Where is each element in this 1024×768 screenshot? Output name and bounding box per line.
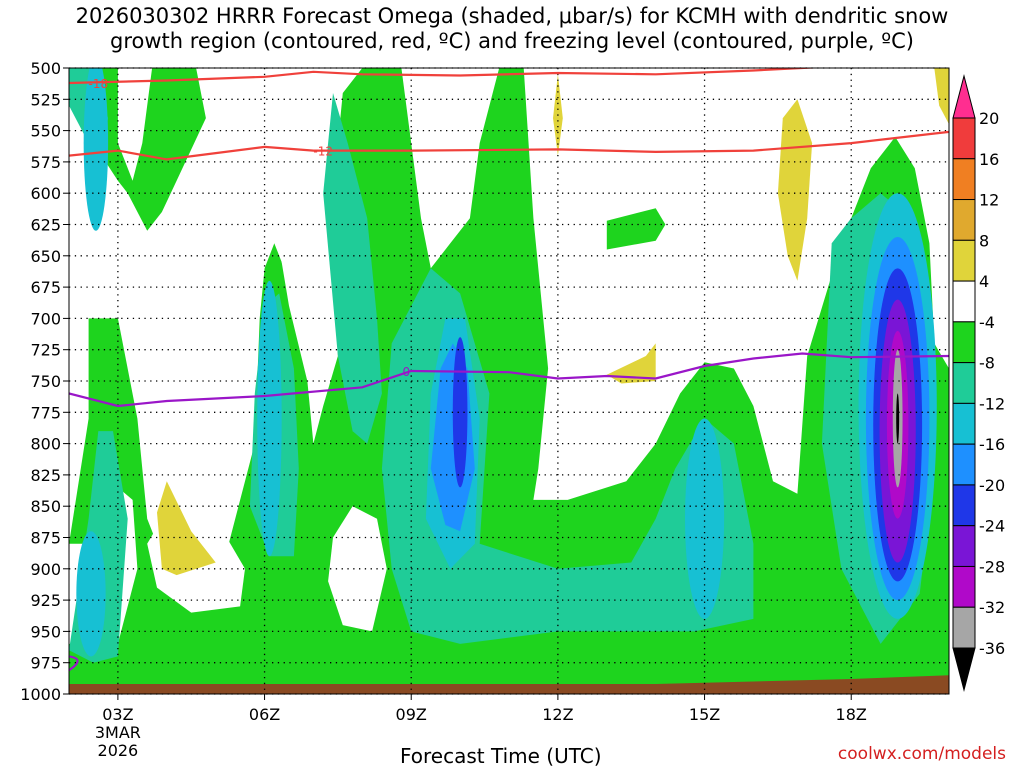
y-tick-label: 925: [30, 591, 61, 610]
omega-hole-upper-mid: [215, 68, 329, 406]
y-tick-label: 550: [30, 122, 61, 141]
colorbar-swatch: [952, 525, 976, 567]
x-tick-label: 18Z: [836, 705, 867, 724]
omega-region-yellow-lower: [157, 481, 216, 576]
colorbar-label: -12: [979, 394, 1005, 413]
y-tick-label: 650: [30, 247, 61, 266]
colorbar-swatch: [952, 280, 976, 323]
colorbar-label: 8: [979, 231, 989, 250]
omega-region-teal-mid: [381, 268, 754, 644]
omega-region-cyan-15z: [685, 418, 725, 619]
contour-label: 0: [403, 365, 411, 379]
colorbar-swatch: [952, 402, 976, 445]
y-tick-label: 700: [30, 309, 61, 328]
omega-region-cyan-left: [76, 531, 106, 657]
colorbar-swatch: [952, 362, 976, 404]
colorbar-swatch: [952, 443, 976, 486]
colorbar-swatch: [952, 158, 976, 201]
omega-region-teal-upper: [323, 93, 382, 444]
omega-region-yellow-topright: [934, 68, 949, 125]
y-tick-label: 775: [30, 403, 61, 422]
omega-region-yellow-17z: [777, 99, 813, 281]
omega-region-blue-09z: [452, 337, 468, 488]
title-line-1: 2026030302 HRRR Forecast Omega (shaded, …: [75, 4, 949, 28]
y-tick-label: 950: [30, 622, 61, 641]
colorbar-label: -28: [979, 557, 1005, 576]
colorbar-swatch: [952, 117, 976, 160]
colorbar-swatch: [952, 484, 976, 527]
x-axis-label: Forecast Time (UTC): [400, 744, 602, 768]
y-tick-label: 725: [30, 341, 61, 360]
x-tick-label: 09Z: [396, 705, 427, 724]
omega-region-cyan-06z: [257, 280, 282, 557]
y-tick-label: 500: [30, 59, 61, 78]
y-tick-label: 800: [30, 435, 61, 454]
x-tick-label: 03Z: [102, 705, 133, 724]
colorbar-label: -4: [979, 313, 995, 332]
x-tick-date: 3MAR: [95, 723, 141, 742]
colorbar-swatch: [952, 565, 976, 608]
y-tick-label: 750: [30, 372, 61, 391]
x-tick-label: 06Z: [249, 705, 280, 724]
omega-shading: [69, 68, 949, 694]
colorbar-swatch: [952, 321, 976, 364]
contour-label: -18: [89, 77, 109, 91]
omega-region-cyan-topleft: [83, 68, 109, 231]
colorbar-label: -16: [979, 435, 1005, 454]
axes: 500 525 550 575 600 625 650 675 700 725 750 775 800 8…: [20, 59, 867, 760]
y-tick-label: 600: [30, 184, 61, 203]
y-tick-label: 1000: [20, 685, 61, 704]
colorbar-label: 4: [979, 272, 989, 291]
omega-region-yellow-13z: [606, 343, 656, 384]
y-tick-label: 875: [30, 529, 61, 548]
colorbar-label: -36: [979, 639, 1005, 658]
contour-line-1: [69, 130, 949, 161]
omega-region-green-small-2: [606, 208, 666, 250]
omega-region-green-upper: [88, 68, 206, 231]
chart-title: 2026030302 HRRR Forecast Omega (shaded, …: [0, 4, 1024, 54]
colorbar-swatch: [952, 239, 976, 282]
colorbar-swatch: [952, 199, 976, 241]
site-credit: coolwx.com/models: [837, 744, 1006, 764]
colorbar-cap-top: [952, 74, 976, 119]
contour-line-2: [69, 352, 949, 408]
x-tick-label: 12Z: [542, 705, 573, 724]
y-tick-label: 850: [30, 497, 61, 516]
title-line-2: growth region (contoured, red, ºC) and f…: [110, 29, 914, 53]
colorbar-label: -32: [979, 598, 1005, 617]
colorbar-label: -8: [979, 354, 995, 373]
y-tick-label: 675: [30, 278, 61, 297]
contour-label: -12: [313, 145, 333, 159]
colorbar-cap-bottom: [952, 647, 976, 692]
colorbar-label: -24: [979, 517, 1005, 536]
x-tick-date: 2026: [98, 741, 139, 760]
temperature-contours: -18 -12 0: [69, 68, 949, 672]
colorbar-label: 20: [979, 109, 999, 128]
colorbar-label: 12: [979, 191, 999, 210]
y-tick-label: 525: [30, 90, 61, 109]
y-tick-label: 900: [30, 560, 61, 579]
colorbar: 20 16 12 8 4 -4 -8 -12 -16 -20 -24 -28 -32 -36: [952, 74, 1005, 692]
y-tick-label: 625: [30, 216, 61, 235]
colorbar-swatch: [952, 606, 976, 649]
y-tick-label: 575: [30, 153, 61, 172]
y-tick-label: 975: [30, 654, 61, 673]
x-tick-label: 15Z: [689, 705, 720, 724]
colorbar-label: 16: [979, 150, 999, 169]
colorbar-label: -20: [979, 476, 1005, 495]
ground-strip: [69, 675, 949, 694]
contour-loop: [69, 655, 79, 672]
y-tick-label: 825: [30, 466, 61, 485]
omega-region-black-19z: [896, 393, 900, 444]
contour-line-0: [69, 68, 824, 85]
